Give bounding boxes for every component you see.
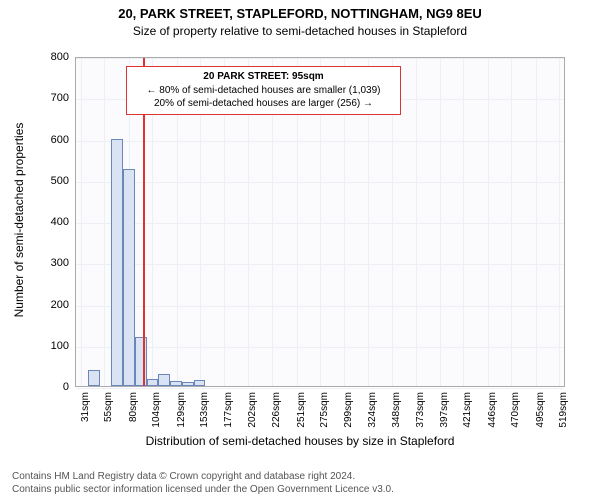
histogram-bar: [111, 139, 123, 386]
histogram-bar: [147, 379, 159, 386]
histogram-bar: [135, 337, 147, 387]
x-tick-label: 55sqm: [103, 392, 114, 422]
gridline-v: [511, 58, 512, 386]
x-tick-label: 104sqm: [151, 392, 162, 428]
x-tick-label: 299sqm: [343, 392, 354, 428]
y-tick-label: 0: [34, 381, 69, 393]
chart-title-sub: Size of property relative to semi-detach…: [0, 24, 600, 38]
x-tick-label: 495sqm: [535, 392, 546, 428]
y-tick-label: 800: [34, 51, 69, 63]
footer-attribution: Contains HM Land Registry data © Crown c…: [12, 470, 394, 496]
x-tick-label: 251sqm: [296, 392, 307, 428]
x-tick-label: 275sqm: [319, 392, 330, 428]
x-tick-label: 129sqm: [176, 392, 187, 428]
x-tick-label: 226sqm: [271, 392, 282, 428]
y-axis-label: Number of semi-detached properties: [12, 123, 26, 318]
x-axis-label: Distribution of semi-detached houses by …: [0, 434, 600, 448]
histogram-bar: [88, 370, 100, 386]
x-tick-label: 373sqm: [415, 392, 426, 428]
x-tick-label: 348sqm: [391, 392, 402, 428]
x-tick-label: 177sqm: [223, 392, 234, 428]
footer-line1: Contains HM Land Registry data © Crown c…: [12, 471, 355, 482]
gridline-v: [488, 58, 489, 386]
chart-title-main: 20, PARK STREET, STAPLEFORD, NOTTINGHAM,…: [0, 6, 600, 21]
histogram-bar: [182, 382, 194, 386]
x-tick-label: 324sqm: [367, 392, 378, 428]
gridline-v: [559, 58, 560, 386]
footer-line2: Contains public sector information licen…: [12, 484, 394, 495]
x-tick-label: 202sqm: [247, 392, 258, 428]
y-tick-label: 200: [34, 299, 69, 311]
gridline-v: [81, 58, 82, 386]
x-tick-label: 80sqm: [128, 392, 139, 422]
y-tick-label: 400: [34, 216, 69, 228]
x-tick-label: 397sqm: [439, 392, 450, 428]
annotation-line1: ← 80% of semi-detached houses are smalle…: [146, 85, 380, 96]
x-tick-label: 31sqm: [80, 392, 91, 422]
plot-area: 20 PARK STREET: 95sqm ← 80% of semi-deta…: [75, 57, 565, 387]
x-tick-label: 153sqm: [199, 392, 210, 428]
gridline-v: [463, 58, 464, 386]
gridline-v: [440, 58, 441, 386]
histogram-bar: [123, 169, 135, 386]
x-axis-ticks: 31sqm 55sqm 80sqm 104sqm 129sqm 153sqm 177sqm 2…: [75, 388, 565, 438]
y-tick-label: 300: [34, 257, 69, 269]
gridline-v: [104, 58, 105, 386]
x-tick-label: 421sqm: [462, 392, 473, 428]
y-tick-label: 500: [34, 175, 69, 187]
histogram-bar: [158, 374, 170, 386]
x-tick-label: 446sqm: [487, 392, 498, 428]
annotation-title: 20 PARK STREET: 95sqm: [203, 71, 323, 82]
y-tick-label: 700: [34, 92, 69, 104]
x-tick-label: 470sqm: [510, 392, 521, 428]
annotation-box: 20 PARK STREET: 95sqm ← 80% of semi-deta…: [126, 66, 401, 115]
y-tick-label: 600: [34, 134, 69, 146]
y-tick-label: 100: [34, 340, 69, 352]
histogram-bar: [170, 381, 182, 386]
annotation-line2: 20% of semi-detached houses are larger (…: [154, 98, 373, 109]
x-tick-label: 519sqm: [558, 392, 569, 428]
gridline-v: [416, 58, 417, 386]
histogram-bar: [194, 380, 206, 386]
gridline-v: [536, 58, 537, 386]
